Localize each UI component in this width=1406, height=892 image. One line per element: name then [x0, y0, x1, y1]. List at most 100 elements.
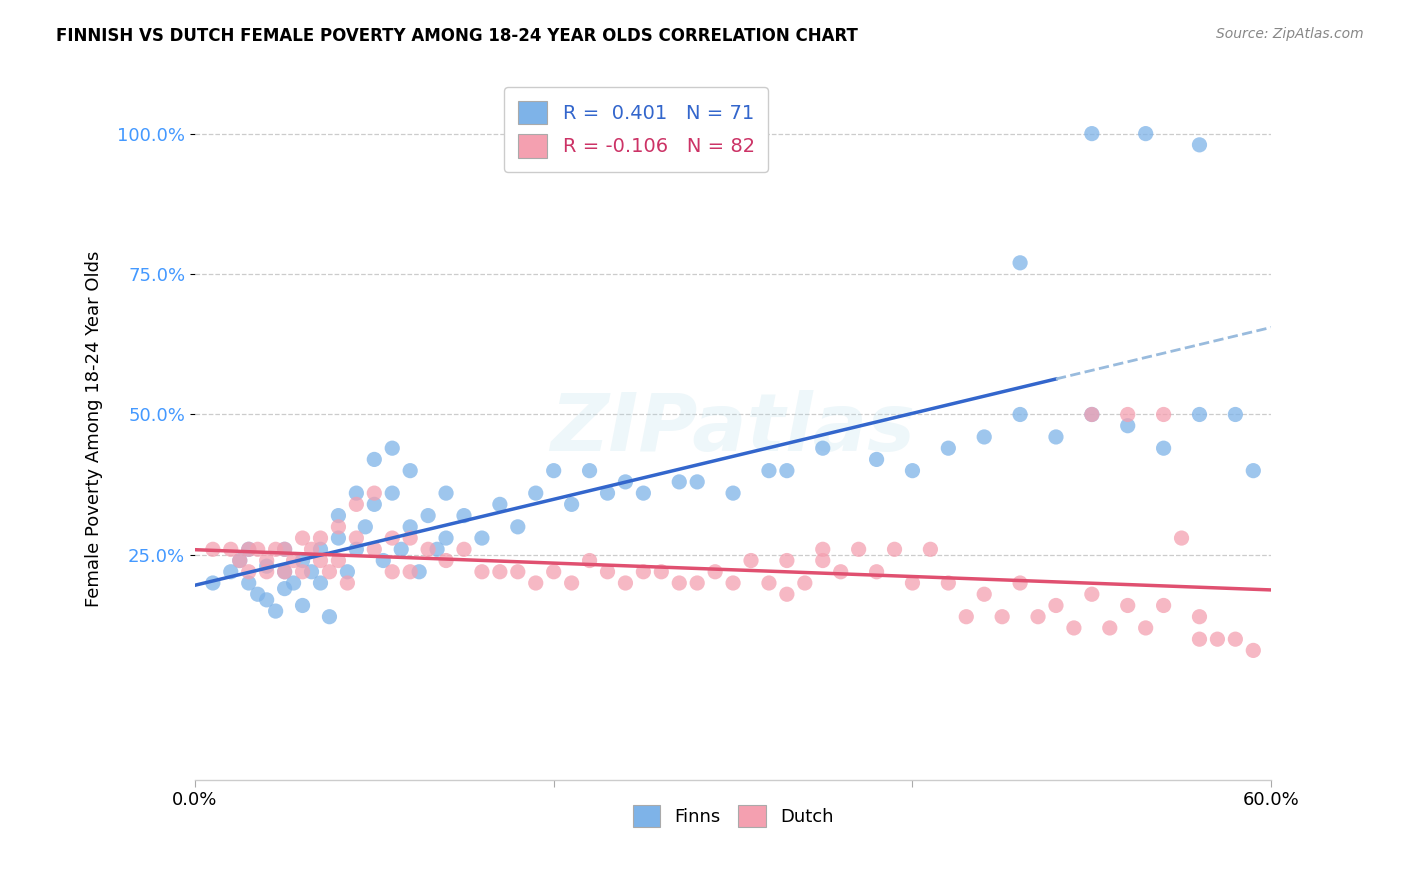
Point — [229, 553, 252, 567]
Point — [354, 520, 377, 534]
Point — [1225, 632, 1247, 647]
Point — [291, 553, 314, 567]
Point — [489, 497, 512, 511]
Point — [301, 565, 323, 579]
Point — [543, 565, 565, 579]
Point — [1098, 621, 1121, 635]
Point — [219, 565, 242, 579]
Point — [246, 542, 269, 557]
Point — [865, 452, 887, 467]
Point — [578, 464, 600, 478]
Point — [811, 553, 834, 567]
Point — [883, 542, 905, 557]
Point — [273, 542, 295, 557]
Point — [426, 542, 449, 557]
Point — [811, 441, 834, 455]
Point — [238, 576, 260, 591]
Point — [1153, 599, 1175, 613]
Point — [246, 587, 269, 601]
Point — [256, 592, 278, 607]
Point — [238, 542, 260, 557]
Point — [389, 542, 412, 557]
Point — [328, 520, 350, 534]
Point — [793, 576, 815, 591]
Point — [273, 582, 295, 596]
Point — [776, 464, 799, 478]
Point — [344, 531, 367, 545]
Point — [740, 553, 762, 567]
Point — [991, 609, 1014, 624]
Point — [273, 565, 295, 579]
Point — [1116, 418, 1139, 433]
Point — [318, 565, 340, 579]
Point — [219, 542, 242, 557]
Point — [1241, 643, 1264, 657]
Point — [1010, 576, 1032, 591]
Point — [238, 542, 260, 557]
Point — [1081, 587, 1104, 601]
Point — [1170, 531, 1192, 545]
Point — [363, 542, 385, 557]
Point — [318, 609, 340, 624]
Point — [668, 576, 690, 591]
Point — [901, 576, 924, 591]
Point — [1188, 137, 1211, 152]
Point — [596, 565, 619, 579]
Legend: Finns, Dutch: Finns, Dutch — [626, 797, 841, 834]
Point — [283, 553, 305, 567]
Point — [336, 565, 359, 579]
Point — [936, 441, 959, 455]
Point — [936, 576, 959, 591]
Point — [614, 576, 637, 591]
Point — [416, 542, 439, 557]
Point — [238, 565, 260, 579]
Point — [344, 486, 367, 500]
Point — [686, 475, 709, 489]
Point — [264, 604, 287, 618]
Point — [363, 486, 385, 500]
Point — [596, 486, 619, 500]
Point — [1081, 127, 1104, 141]
Point — [328, 508, 350, 523]
Point — [291, 565, 314, 579]
Point — [489, 565, 512, 579]
Point — [650, 565, 672, 579]
Text: FINNISH VS DUTCH FEMALE POVERTY AMONG 18-24 YEAR OLDS CORRELATION CHART: FINNISH VS DUTCH FEMALE POVERTY AMONG 18… — [56, 27, 858, 45]
Point — [901, 464, 924, 478]
Point — [1026, 609, 1049, 624]
Point — [301, 542, 323, 557]
Point — [471, 531, 494, 545]
Point — [973, 587, 995, 601]
Point — [543, 464, 565, 478]
Point — [434, 486, 457, 500]
Point — [1045, 430, 1067, 444]
Point — [955, 609, 977, 624]
Point — [633, 486, 655, 500]
Point — [1188, 609, 1211, 624]
Point — [920, 542, 942, 557]
Point — [434, 553, 457, 567]
Point — [283, 576, 305, 591]
Y-axis label: Female Poverty Among 18-24 Year Olds: Female Poverty Among 18-24 Year Olds — [86, 251, 103, 607]
Point — [865, 565, 887, 579]
Point — [344, 497, 367, 511]
Point — [524, 576, 547, 591]
Point — [524, 486, 547, 500]
Point — [561, 497, 583, 511]
Point — [973, 430, 995, 444]
Point — [399, 464, 422, 478]
Point — [1153, 408, 1175, 422]
Point — [381, 486, 404, 500]
Point — [506, 520, 529, 534]
Point — [381, 441, 404, 455]
Point — [561, 576, 583, 591]
Point — [776, 587, 799, 601]
Point — [309, 531, 332, 545]
Point — [704, 565, 727, 579]
Point — [1010, 408, 1032, 422]
Point — [1045, 599, 1067, 613]
Point — [686, 576, 709, 591]
Point — [1010, 256, 1032, 270]
Point — [264, 542, 287, 557]
Point — [721, 576, 744, 591]
